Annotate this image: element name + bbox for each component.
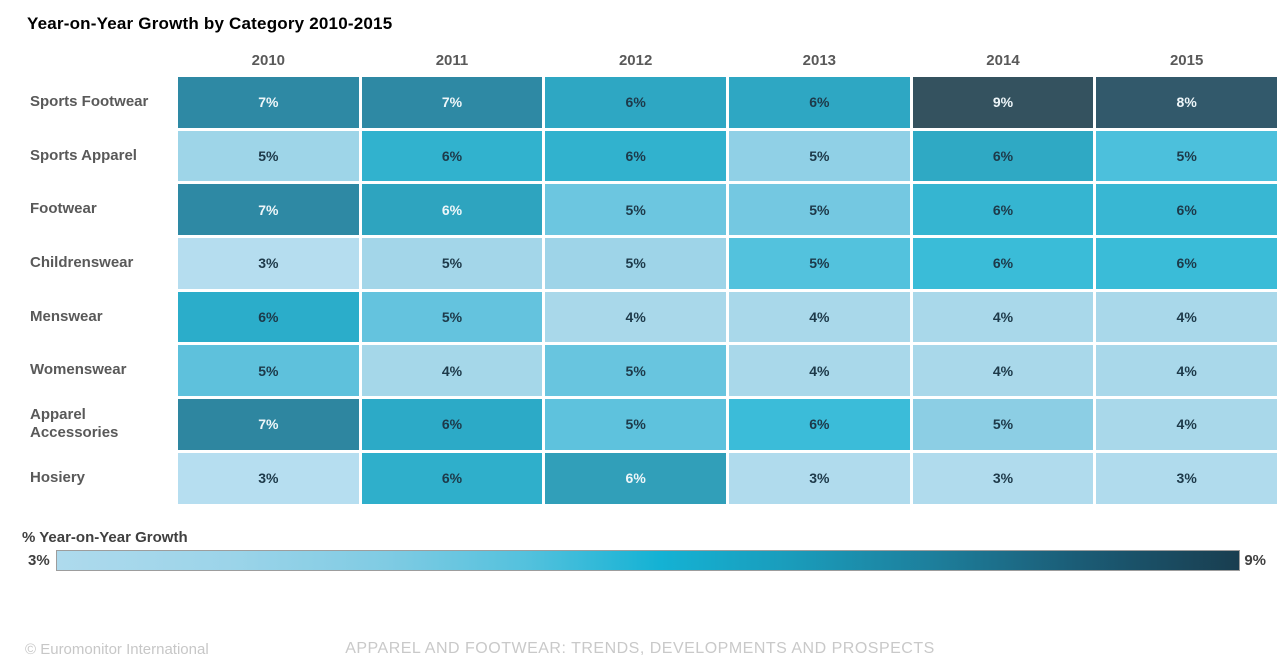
heatmap-cell: 6% xyxy=(361,130,543,182)
heatmap-cell: 6% xyxy=(545,77,726,128)
heatmap-cell: 6% xyxy=(912,238,1094,289)
column-header-2010: 2010 xyxy=(251,52,286,69)
heatmap-cell: 5% xyxy=(729,238,910,289)
heatmap-cell: 4% xyxy=(1096,399,1277,450)
heatmap-cell: 5% xyxy=(178,130,359,182)
heatmap-cell: 7% xyxy=(178,399,359,450)
heatmap-cell: 6% xyxy=(729,399,910,450)
heatmap-cell: 6% xyxy=(545,130,726,182)
heatmap-cell: 6% xyxy=(178,291,359,343)
heatmap-cell: 3% xyxy=(729,452,910,504)
column-header-2013: 2013 xyxy=(802,52,837,69)
column-header-2014: 2014 xyxy=(986,52,1020,69)
heatmap-cell: 7% xyxy=(178,77,359,128)
page-footer: © Euromonitor International APPAREL AND … xyxy=(0,638,1280,664)
row-label: Menswear xyxy=(30,307,103,325)
copyright-text: © Euromonitor International xyxy=(25,641,209,658)
heatmap-cell: 4% xyxy=(545,291,726,343)
chart-title: Year-on-Year Growth by Category 2010-201… xyxy=(27,14,393,33)
heatmap-grid: 2010 2011 2012 2013 2014 2015 Sports Footwear 7… xyxy=(0,50,1277,504)
heatmap-cell: 6% xyxy=(361,452,543,504)
row-label: Womenswear xyxy=(30,361,127,379)
legend-title: % Year-on-Year Growth xyxy=(22,529,188,546)
heatmap-cell: 5% xyxy=(545,238,726,289)
column-header-2012: 2012 xyxy=(618,52,653,69)
heatmap-cell: 6% xyxy=(1096,238,1277,289)
heatmap-cell: 9% xyxy=(912,77,1094,128)
heatmap-cell: 3% xyxy=(1096,452,1277,504)
heatmap-cell: 4% xyxy=(912,345,1094,397)
heatmap-cell: 4% xyxy=(1096,345,1277,397)
heatmap-cell: 6% xyxy=(912,130,1094,182)
heatmap-cell: 4% xyxy=(912,291,1094,343)
report-title-text: APPAREL AND FOOTWEAR: TRENDS, DEVELOPMEN… xyxy=(345,640,935,657)
heatmap-cell: 4% xyxy=(361,345,543,397)
heatmap-cell: 7% xyxy=(361,77,543,128)
heatmap-cell: 8% xyxy=(1096,77,1277,128)
legend-gradient-bar xyxy=(55,550,1241,571)
row-label: Hosiery xyxy=(30,468,86,486)
heatmap-cell: 5% xyxy=(912,399,1094,450)
column-header-2011: 2011 xyxy=(435,52,469,69)
heatmap-cell: 5% xyxy=(545,399,726,450)
heatmap-cell: 3% xyxy=(178,452,359,504)
column-header-2015: 2015 xyxy=(1169,52,1204,69)
heatmap-cell: 6% xyxy=(361,399,543,450)
heatmap-cell: 6% xyxy=(912,184,1094,236)
heatmap-cell: 7% xyxy=(178,184,359,236)
heatmap-cell: 6% xyxy=(361,184,543,236)
legend-max-label: 9% xyxy=(1244,552,1266,569)
heatmap-cell: 5% xyxy=(1096,130,1277,182)
heatmap-cell: 3% xyxy=(912,452,1094,504)
row-label: Sports Footwear xyxy=(30,92,149,110)
heatmap-cell: 4% xyxy=(729,345,910,397)
heatmap-cell: 5% xyxy=(729,130,910,182)
heatmap-cell: 5% xyxy=(178,345,359,397)
heatmap-cell: 5% xyxy=(361,238,543,289)
heatmap-cell: 5% xyxy=(361,291,543,343)
color-scale-legend: 3% 9% xyxy=(28,550,1266,571)
heatmap-cell: 6% xyxy=(729,77,910,128)
row-label: Sports Apparel xyxy=(30,146,137,164)
heatmap-cell: 5% xyxy=(545,184,726,236)
row-label: Childrenswear xyxy=(30,254,134,272)
heatmap-cell: 4% xyxy=(729,291,910,343)
legend-min-label: 3% xyxy=(28,552,50,569)
heatmap-cell: 6% xyxy=(545,452,726,504)
heatmap-cell: 3% xyxy=(178,238,359,289)
heatmap-cell: 5% xyxy=(545,345,726,397)
row-label: Apparel Accessories xyxy=(30,405,119,442)
row-label: Footwear xyxy=(30,200,97,218)
heatmap-cell: 4% xyxy=(1096,291,1277,343)
heatmap-cell: 5% xyxy=(729,184,910,236)
heatmap-cell: 6% xyxy=(1096,184,1277,236)
grid-corner-spacer xyxy=(0,50,175,74)
